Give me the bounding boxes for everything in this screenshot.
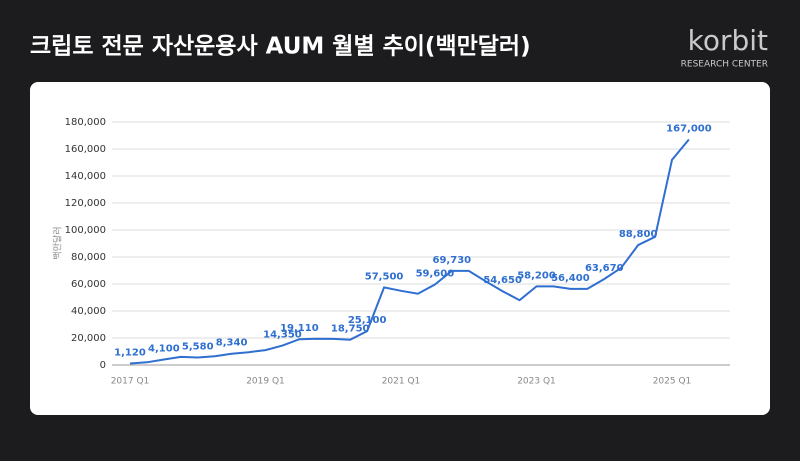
data-label: 4,100 (148, 343, 180, 354)
data-label: 167,000 (666, 124, 712, 135)
chart-card (30, 82, 770, 415)
x-tick-label: 2021 Q1 (382, 377, 421, 387)
data-line (129, 138, 690, 365)
data-label: 19,110 (280, 323, 319, 334)
y-tick-label: 0 (100, 360, 106, 371)
data-label: 88,800 (619, 229, 658, 240)
page-title: 크립토 전문 자산운용사 AUM 월별 추이(백만달러) (30, 34, 531, 60)
y-tick-label: 20,000 (71, 333, 106, 344)
logo-sub: RESEARCH CENTER (681, 60, 768, 70)
y-tick-label: 80,000 (71, 252, 106, 263)
y-tick-label: 40,000 (71, 306, 106, 317)
data-label: 54,650 (483, 275, 522, 286)
data-label: 5,580 (182, 341, 214, 352)
data-label: 57,500 (365, 271, 404, 282)
y-tick-label: 180,000 (65, 117, 106, 128)
y-tick-label: 60,000 (71, 279, 106, 290)
y-tick-label: 120,000 (65, 198, 106, 209)
x-tick-label: 2017 Q1 (111, 377, 150, 387)
data-label: 63,670 (585, 263, 624, 274)
data-label: 8,340 (216, 338, 248, 349)
logo: korbit (688, 24, 768, 57)
y-tick-label: 160,000 (65, 144, 106, 155)
x-tick-label: 2019 Q1 (246, 377, 285, 387)
data-label: 59,600 (416, 269, 455, 280)
data-label: 69,730 (433, 255, 472, 266)
y-tick-label: 100,000 (65, 225, 106, 236)
data-label: 14,350 (263, 330, 302, 341)
data-label: 58,200 (517, 270, 556, 281)
data-label: 56,400 (551, 273, 590, 284)
data-label: 18,750 (331, 324, 370, 335)
data-label: 25,100 (348, 315, 387, 326)
data-label: 1,120 (114, 347, 146, 358)
x-tick-label: 2023 Q1 (517, 377, 556, 387)
y-tick-label: 140,000 (65, 171, 106, 182)
y-axis-title: 백만달러 (52, 226, 64, 259)
x-tick-label: 2025 Q1 (653, 377, 692, 387)
